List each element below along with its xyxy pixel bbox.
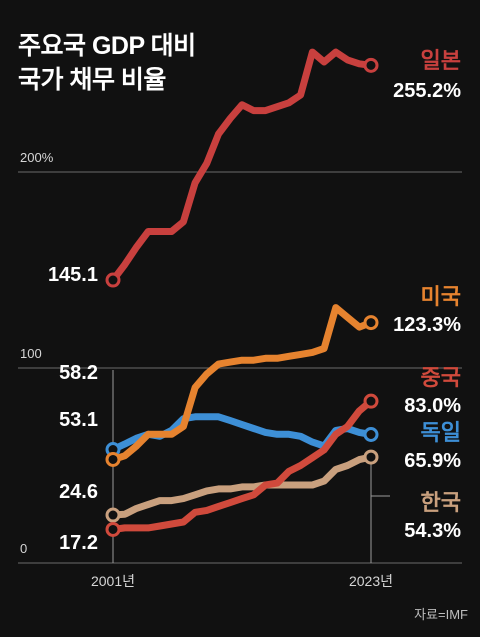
end-value-label-3: 65.9% xyxy=(404,450,461,472)
legend-label-3: 독일 xyxy=(421,420,461,445)
start-value-label-1: 58.2 xyxy=(59,362,98,384)
start-value-label-0: 145.1 xyxy=(48,264,98,286)
legend-label-0: 일본 xyxy=(421,48,461,73)
legend-label-1: 미국 xyxy=(421,284,461,309)
legend-label-2: 중국 xyxy=(421,365,461,390)
end-value-label-4: 54.3% xyxy=(404,520,461,542)
series-marker-3-end xyxy=(363,426,379,442)
series-line-2 xyxy=(109,397,375,533)
x-tick-label-2023: 2023년 xyxy=(349,573,393,589)
legend-label-4: 한국 xyxy=(421,490,461,515)
korea-leader-line xyxy=(370,465,390,497)
source-note: 자료=IMF xyxy=(414,607,468,622)
series-line-0 xyxy=(109,48,375,284)
series-marker-0-end xyxy=(363,57,379,73)
start-value-label-2: 53.1 xyxy=(59,409,98,431)
y-tick-label-0: 0 xyxy=(20,541,27,556)
end-value-label-2: 83.0% xyxy=(404,395,461,417)
chart-title-line-2: 국가 채무 비율 xyxy=(18,66,166,94)
series-marker-1-start xyxy=(105,451,121,467)
series-marker-2-end xyxy=(363,393,379,409)
series-marker-4-end xyxy=(363,449,379,465)
series-marker-1-end xyxy=(363,315,379,331)
end-value-label-0: 255.2% xyxy=(393,80,461,102)
start-value-label-3: 24.6 xyxy=(59,481,98,503)
series-marker-2-start xyxy=(105,521,121,537)
x-tick-label-2001: 2001년 xyxy=(91,573,135,589)
series-line-4 xyxy=(109,453,375,519)
chart-title-line-1: 주요국 GDP 대비 xyxy=(18,32,196,60)
y-tick-label-200: 200% xyxy=(20,150,54,165)
end-value-label-1: 123.3% xyxy=(393,314,461,336)
y-tick-label-100: 100 xyxy=(20,346,42,361)
series-marker-4-start xyxy=(105,507,121,523)
start-value-label-4: 17.2 xyxy=(59,532,98,554)
series-marker-0-start xyxy=(105,272,121,288)
series-line-1 xyxy=(109,304,375,463)
